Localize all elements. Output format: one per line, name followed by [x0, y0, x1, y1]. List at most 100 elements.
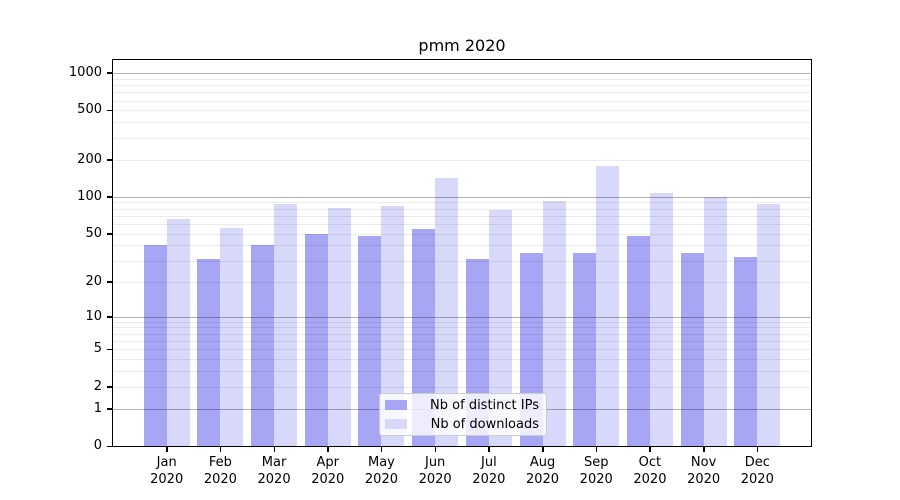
- bar-distinct-ips: [358, 235, 382, 446]
- bar-downloads: [542, 200, 566, 446]
- gridline: [113, 100, 811, 102]
- gridline: [113, 137, 811, 139]
- bar-downloads: [220, 227, 244, 446]
- y-tick-label: 200: [77, 151, 102, 167]
- gridline: [113, 72, 811, 74]
- x-tick-label: Jan 2020: [135, 454, 199, 488]
- x-tick-label: Oct 2020: [618, 454, 682, 488]
- chart-title: pmm 2020: [418, 36, 506, 55]
- bar-distinct-ips: [680, 252, 704, 446]
- gridline: [113, 122, 811, 124]
- gridline: [113, 327, 811, 329]
- legend-row-downloads: Nb of downloads: [385, 417, 539, 432]
- x-tick-label: Aug 2020: [511, 454, 575, 488]
- y-tick-label: 1000: [68, 64, 102, 80]
- gridline: [113, 215, 811, 217]
- y-tick-label: 0: [93, 438, 102, 453]
- bar-distinct-ips: [304, 233, 328, 446]
- x-tick-mark: [166, 447, 168, 452]
- x-tick-label: Jun 2020: [403, 454, 467, 488]
- y-tick-mark: [107, 233, 112, 235]
- bar-downloads: [596, 165, 620, 446]
- y-tick-label: 100: [77, 188, 102, 204]
- x-tick-label-year: 2020: [257, 472, 291, 487]
- y-tick-mark: [107, 109, 112, 112]
- legend-label-distinct-ips: Nb of distinct IPs: [430, 397, 539, 413]
- x-tick-label: Sep 2020: [564, 454, 628, 488]
- y-tick-label: 20: [85, 273, 102, 289]
- y-tick-label: 500: [77, 102, 102, 118]
- legend-label-downloads: Nb of downloads: [430, 416, 539, 432]
- gridline: [113, 316, 811, 318]
- x-tick-label-year: 2020: [203, 472, 237, 487]
- plot-area: [112, 59, 812, 447]
- gridline: [113, 202, 811, 204]
- x-tick-label-year: 2020: [579, 472, 613, 487]
- gridline: [113, 224, 811, 226]
- gridline: [113, 260, 811, 262]
- bar-distinct-ips: [143, 245, 167, 446]
- y-tick-mark: [107, 281, 112, 283]
- plot-inner: [113, 60, 811, 446]
- y-tick-label: 1: [93, 400, 102, 416]
- bar-downloads: [649, 193, 673, 446]
- gridline: [113, 333, 811, 335]
- gridline: [113, 78, 811, 80]
- gridline: [113, 233, 811, 235]
- bar-distinct-ips: [573, 252, 597, 446]
- gridline: [113, 84, 811, 86]
- bar-distinct-ips: [626, 235, 650, 446]
- y-tick-mark: [107, 316, 112, 318]
- bar-downloads: [703, 196, 727, 446]
- x-tick-mark: [219, 447, 222, 452]
- x-tick-mark: [434, 447, 437, 452]
- x-tick-label-year: 2020: [311, 472, 345, 487]
- legend: Nb of distinct IPs Nb of downloads: [379, 393, 547, 436]
- bar-downloads: [381, 206, 405, 446]
- gridline: [113, 371, 811, 373]
- x-tick-mark: [703, 447, 705, 452]
- y-tick-mark: [107, 348, 112, 351]
- y-tick-mark: [107, 408, 112, 410]
- gridline: [113, 245, 811, 247]
- x-tick-mark: [380, 447, 383, 452]
- x-tick-label: May 2020: [349, 454, 413, 488]
- y-tick-label: 5: [93, 341, 102, 357]
- y-tick-mark: [107, 386, 112, 388]
- x-tick-label-year: 2020: [687, 472, 721, 487]
- gridline: [113, 321, 811, 323]
- x-tick-label-year: 2020: [418, 472, 452, 487]
- legend-swatch-distinct-ips-icon: [385, 400, 407, 410]
- bar-downloads: [327, 208, 351, 446]
- x-tick-label-year: 2020: [740, 472, 774, 487]
- y-tick-label: 10: [85, 308, 102, 324]
- bar-distinct-ips: [251, 245, 275, 446]
- x-tick-label: Feb 2020: [188, 454, 252, 488]
- bar-downloads: [274, 204, 298, 446]
- gridline: [113, 281, 811, 283]
- x-tick-mark: [595, 447, 598, 452]
- bar-downloads: [488, 210, 512, 446]
- bar-distinct-ips: [734, 257, 758, 446]
- y-tick-mark: [107, 72, 112, 74]
- gridline: [113, 196, 811, 198]
- bar-downloads: [435, 178, 459, 446]
- x-tick-label-year: 2020: [472, 472, 506, 487]
- gridline: [113, 110, 811, 112]
- legend-swatch-downloads-icon: [385, 419, 407, 429]
- y-tick-mark: [107, 159, 112, 161]
- bar-distinct-ips: [197, 258, 221, 446]
- x-tick-label: Jul 2020: [457, 454, 521, 488]
- gridline: [113, 359, 811, 361]
- x-tick-label-year: 2020: [525, 472, 560, 487]
- bar-downloads: [757, 204, 781, 446]
- x-tick-label: Mar 2020: [242, 454, 306, 488]
- gridline: [113, 340, 811, 342]
- gridline: [113, 386, 811, 388]
- x-tick-label: Apr 2020: [296, 454, 360, 488]
- y-tick-label: 50: [85, 225, 102, 241]
- x-tick-mark: [327, 447, 329, 452]
- x-tick-mark: [649, 447, 651, 452]
- gridline: [113, 208, 811, 210]
